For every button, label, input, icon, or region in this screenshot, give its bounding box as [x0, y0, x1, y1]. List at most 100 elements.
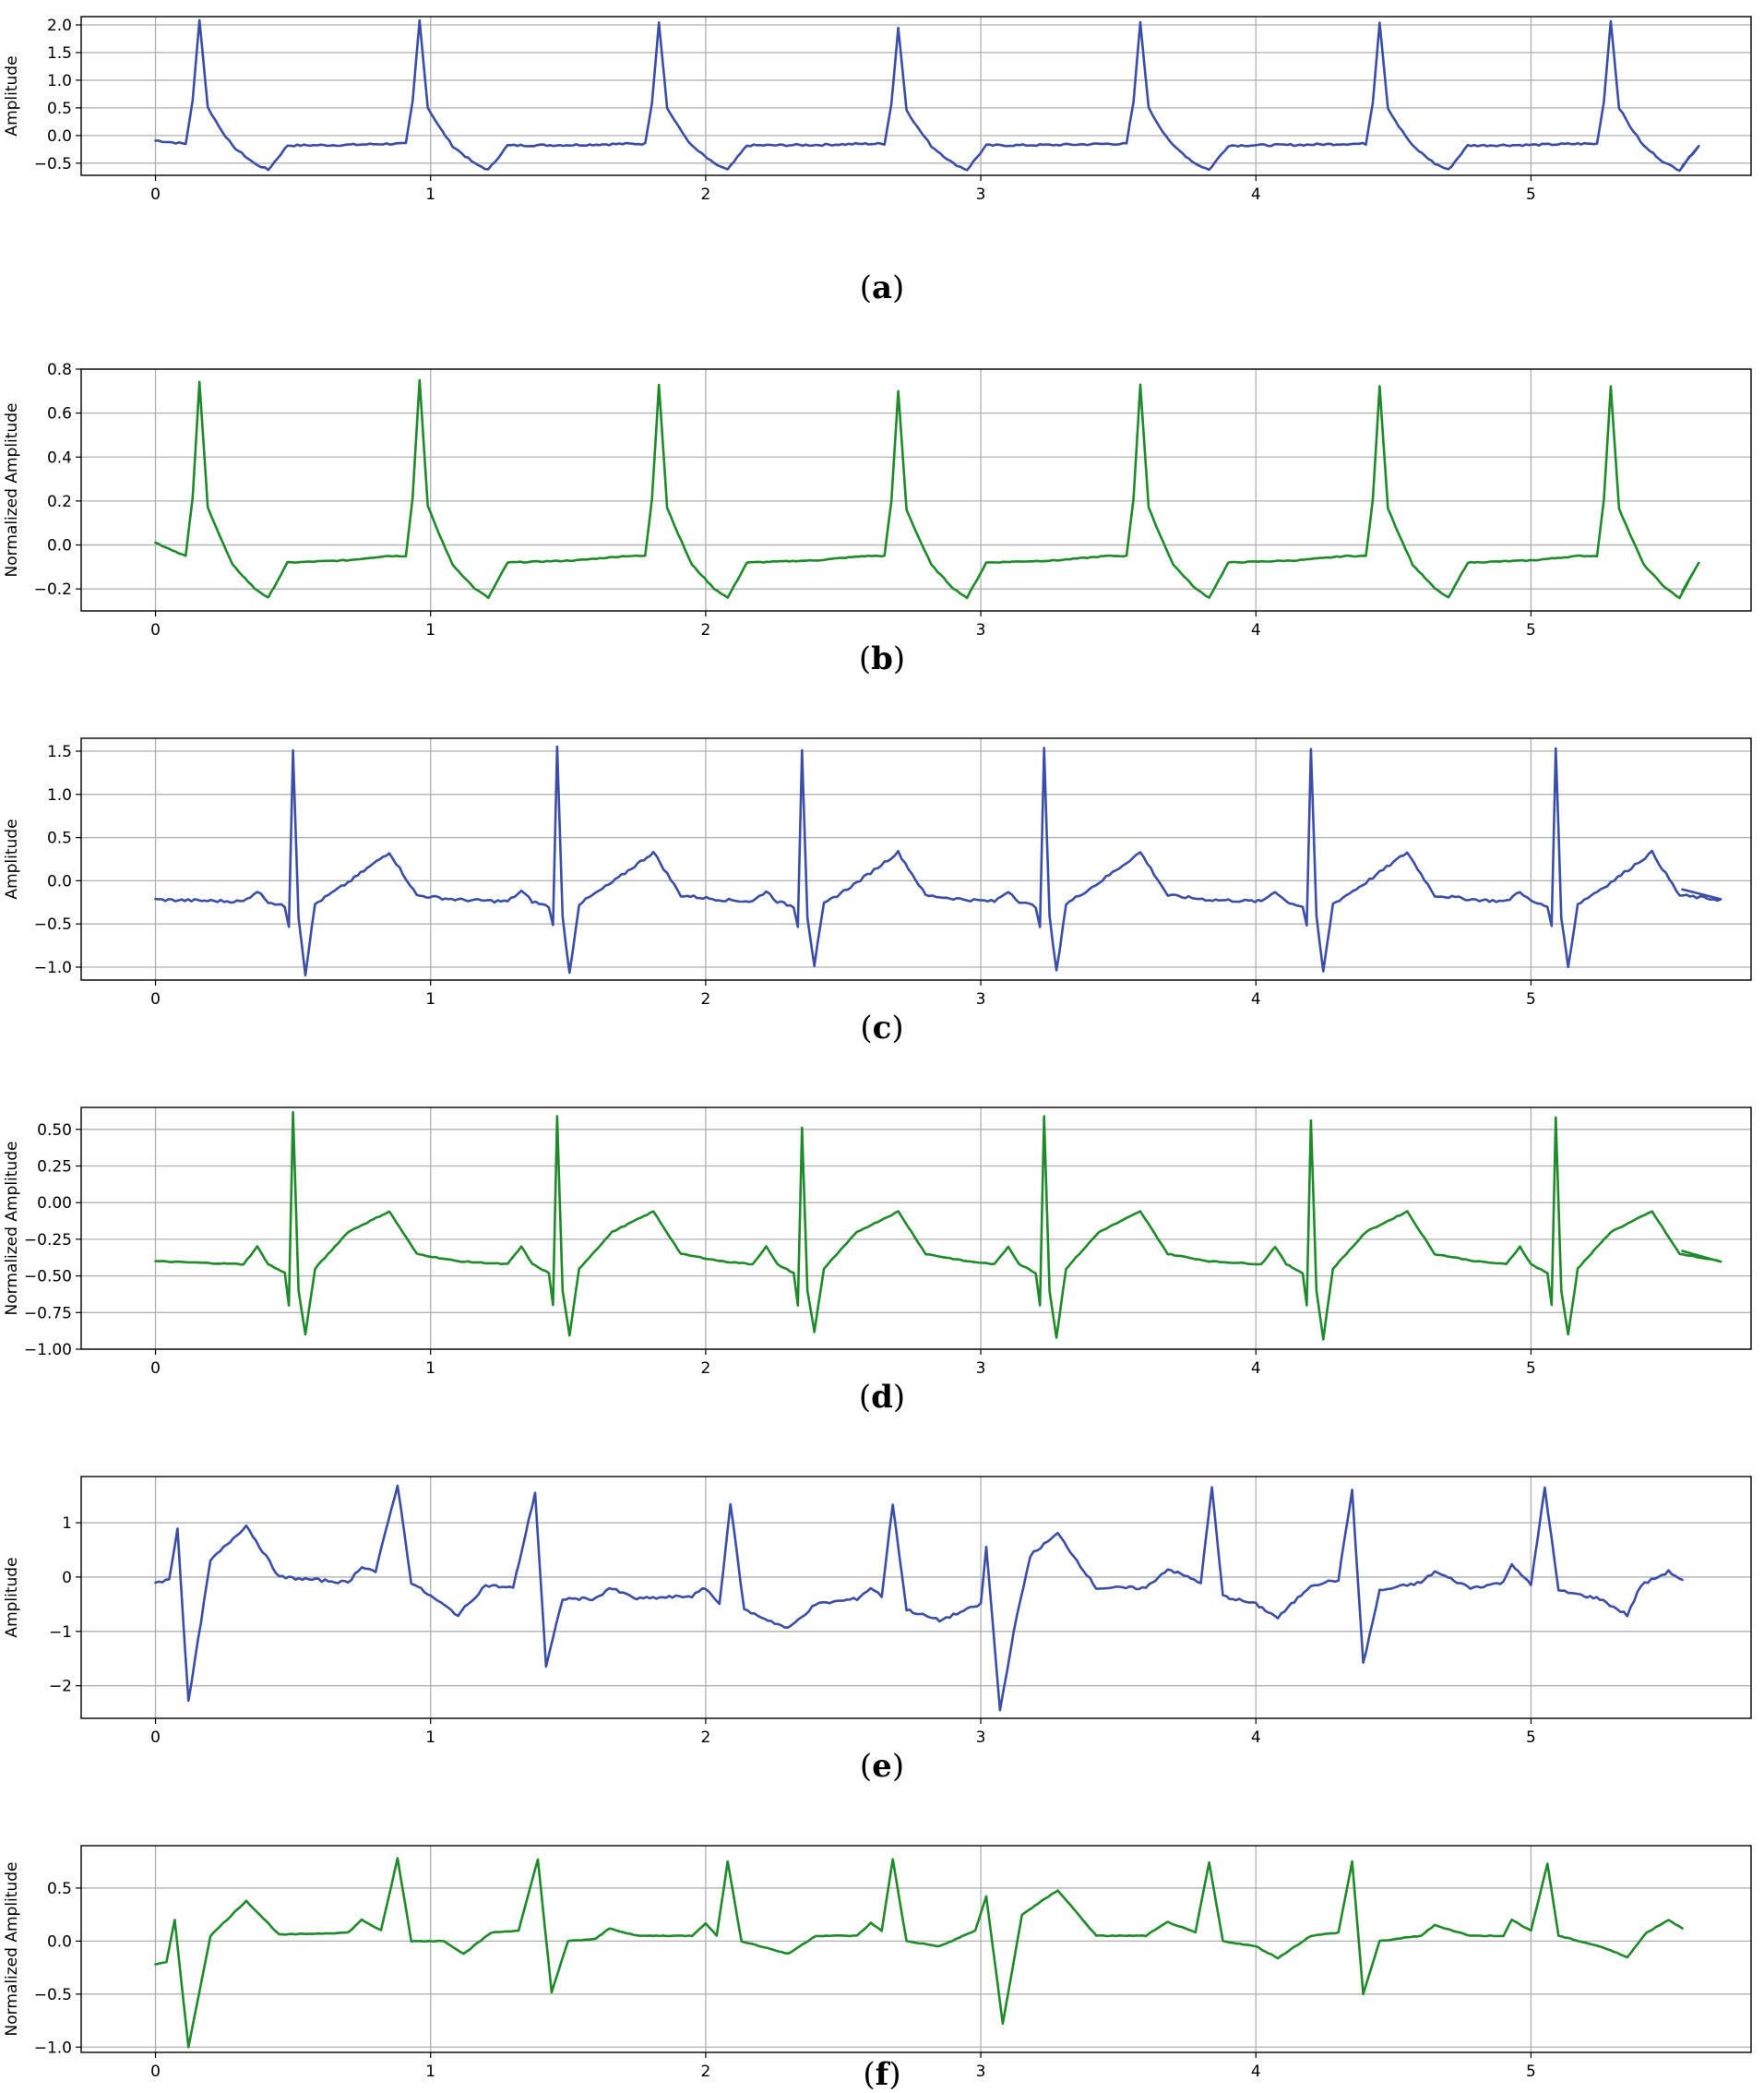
x-tick-label: 1: [425, 2063, 435, 2081]
x-tick-label: 4: [1251, 1728, 1261, 1747]
x-tick-label: 2: [700, 185, 710, 204]
y-tick-label: −1.00: [24, 1341, 72, 1359]
x-tick-label: 3: [976, 185, 986, 204]
y-tick-label: 0.5: [47, 830, 72, 848]
x-tick-label: 5: [1526, 185, 1536, 204]
x-tick-label: 1: [425, 1728, 435, 1747]
signal-line: [154, 745, 1722, 977]
panel-d: 0 1 2 3 4 5 −1.00 −0.75 −0.50 −0.25 0.00 0.25 0.50 No…: [0, 1106, 1764, 1386]
y-tick-label: −0.2: [34, 580, 72, 599]
y-tick-label: 0.5: [47, 1880, 72, 1898]
x-tick-label: 5: [1526, 2063, 1536, 2081]
y-tick-label: 0.50: [37, 1121, 72, 1140]
y-tick-label: −0.5: [34, 155, 72, 173]
y-tick-label: 0.6: [47, 405, 72, 424]
x-tick-label: 0: [150, 2063, 161, 2081]
y-tick-label: −1: [49, 1623, 72, 1642]
x-tick-label: 4: [1251, 2063, 1261, 2081]
panel-caption-e: (e): [859, 1748, 905, 1785]
axes-frame: [80, 368, 1752, 612]
x-tick-label: 1: [425, 1359, 435, 1378]
x-tick-label: 3: [976, 1728, 986, 1747]
y-tick-label: −0.50: [24, 1268, 72, 1286]
y-tick-label: −0.25: [24, 1231, 72, 1250]
panel-caption-d: (d): [858, 1379, 906, 1416]
y-tick-label: 1.0: [47, 72, 72, 90]
panel-a: 0 1 2 3 4 5 −0.5 0.0 0.5 1.0 1.5 2.0 Amplitude: [0, 16, 1764, 212]
y-tick-label: 0.00: [37, 1194, 72, 1213]
panel-e: 0 1 2 3 4 5 −2 −1 0 1 Amplitude: [0, 1476, 1764, 1755]
x-tick-label: 3: [976, 990, 986, 1009]
x-tick-label: 2: [700, 990, 710, 1009]
axes-frame: [80, 1476, 1752, 1719]
signal-line: [154, 1484, 1684, 1712]
panel-c: 0 1 2 3 4 5 −1.0 −0.5 0.0 0.5 1.0 1.5 Amplitude: [0, 737, 1764, 1017]
x-tick-label: 5: [1526, 990, 1536, 1009]
x-tick-label: 0: [150, 990, 161, 1009]
panel-caption-f: (f): [863, 2056, 901, 2093]
y-tick-label: 0.0: [47, 537, 72, 556]
y-axis-label: Normalized Amplitude: [3, 1142, 21, 1316]
panel-letter: c: [872, 1010, 892, 1046]
y-tick-label: 0.0: [47, 1932, 72, 1951]
chart-a: 0 1 2 3 4 5 −0.5 0.0 0.5 1.0 1.5 2.0 Amplitude: [3, 16, 1752, 204]
signal-line: [154, 18, 1700, 173]
x-tick-label: 2: [700, 621, 710, 640]
panel-letter: b: [871, 640, 893, 677]
x-tick-label: 5: [1526, 1359, 1536, 1378]
y-tick-label: 0.8: [47, 361, 72, 379]
panel-letter: a: [871, 269, 893, 306]
y-tick-label: 2.0: [47, 17, 72, 35]
y-tick-label: 0.4: [47, 448, 72, 467]
x-tick-label: 2: [700, 1359, 710, 1378]
y-tick-label: −0.5: [34, 915, 72, 934]
x-tick-label: 5: [1526, 621, 1536, 640]
axes-frame: [80, 1845, 1752, 2053]
y-axis-label: Normalized Amplitude: [3, 1862, 21, 2037]
x-tick-label: 5: [1526, 1728, 1536, 1747]
panel-caption-b: (b): [858, 640, 906, 677]
y-tick-label: −1.0: [34, 2039, 72, 2057]
panel-f: 0 1 2 3 4 5 −1.0 −0.5 0.0 0.5 Normalized Amplitude: [0, 1845, 1764, 2089]
x-tick-label: 0: [150, 185, 161, 204]
panel-letter: d: [871, 1379, 893, 1416]
y-tick-label: 1.0: [47, 786, 72, 805]
x-tick-label: 1: [425, 185, 435, 204]
y-tick-label: −2: [49, 1678, 72, 1696]
chart-e: 0 1 2 3 4 5 −2 −1 0 1 Amplitude: [3, 1476, 1752, 1747]
x-tick-label: 0: [150, 621, 161, 640]
axes-frame: [80, 1106, 1752, 1350]
y-tick-label: 0.25: [37, 1158, 72, 1177]
chart-f: 0 1 2 3 4 5 −1.0 −0.5 0.0 0.5 Normalized Amplitude: [3, 1845, 1752, 2081]
x-tick-label: 4: [1251, 185, 1261, 204]
chart-d: 0 1 2 3 4 5 −1.00 −0.75 −0.50 −0.25 0.00 0.25 0.50 No…: [3, 1106, 1752, 1378]
y-tick-label: 0.0: [47, 872, 72, 891]
x-tick-label: 4: [1251, 621, 1261, 640]
y-tick-label: 0.2: [47, 493, 72, 511]
y-tick-label: 0.5: [47, 100, 72, 118]
panel-caption-a: (a): [859, 269, 905, 306]
x-tick-label: 0: [150, 1359, 161, 1378]
axes-frame: [80, 737, 1752, 981]
y-axis-label: Amplitude: [3, 819, 21, 899]
x-tick-label: 3: [976, 621, 986, 640]
signal-line: [154, 1857, 1684, 2049]
panel-letter: e: [872, 1748, 892, 1785]
y-tick-label: 1.5: [47, 743, 72, 761]
y-tick-label: 1.5: [47, 44, 72, 63]
y-axis-label: Amplitude: [3, 55, 21, 136]
x-tick-label: 2: [700, 1728, 710, 1747]
x-tick-label: 2: [700, 2063, 710, 2081]
x-tick-label: 3: [976, 2063, 986, 2081]
x-tick-label: 1: [425, 621, 435, 640]
panel-letter: f: [875, 2056, 889, 2093]
panel-caption-c: (c): [860, 1010, 904, 1046]
panel-b: 0 1 2 3 4 5 −0.2 0.0 0.2 0.4 0.6 0.8 Normalized Ampl…: [0, 361, 1764, 648]
axes-frame: [80, 16, 1752, 176]
x-tick-label: 4: [1251, 990, 1261, 1009]
y-tick-label: 0.0: [47, 127, 72, 146]
x-tick-label: 4: [1251, 1359, 1261, 1378]
y-axis-label: Amplitude: [3, 1557, 21, 1637]
y-axis-label: Normalized Amplitude: [3, 403, 21, 578]
